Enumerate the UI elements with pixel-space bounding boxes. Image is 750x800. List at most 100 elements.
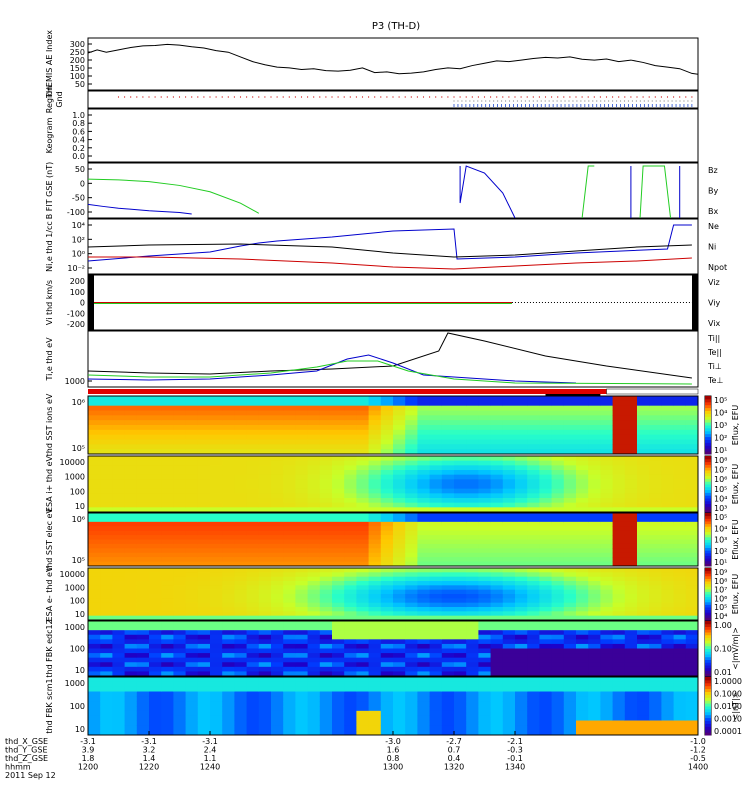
region-dot-a [422, 96, 425, 98]
spectrogram-cell [295, 730, 309, 736]
spectrogram-cell [258, 576, 272, 582]
spectrogram-cell [466, 539, 479, 545]
spectrogram-cell [149, 662, 162, 668]
spectrogram-cell [271, 648, 284, 654]
spectrogram-cell [112, 535, 126, 540]
spectrogram-cell [112, 589, 126, 595]
spectrogram-cell [344, 396, 357, 402]
spectrogram-cell [612, 598, 626, 604]
spectrogram-cell [112, 701, 126, 707]
spectrogram-cell [576, 561, 589, 567]
spectrogram-cell [527, 657, 540, 663]
spectrogram-cell [454, 710, 467, 717]
spectrogram-cell [100, 621, 113, 627]
spectrogram-cell [563, 479, 577, 485]
spectrogram-cell [124, 420, 138, 426]
colorbar-cell-fbk_scm1-11 [705, 700, 711, 704]
spectrogram-cell [222, 607, 235, 612]
spectrogram-cell [576, 630, 589, 636]
spectrogram-cell [429, 611, 443, 617]
spectrogram-cell [588, 671, 601, 677]
spectrogram-cell [112, 607, 126, 612]
spectrogram-cell [551, 530, 565, 536]
spectrogram-cell [539, 696, 553, 702]
region-dot-a [520, 96, 522, 98]
spectrogram-cell [222, 517, 235, 523]
spectrogram-cell [649, 543, 662, 549]
spectrogram-cell [637, 460, 650, 466]
spectrogram-cell [136, 662, 150, 668]
spectrogram-cell [551, 621, 565, 627]
spectrogram-cell [161, 572, 174, 578]
spectrogram-cell [588, 425, 601, 431]
spectrogram-cell [332, 530, 345, 536]
spectrogram-cell [612, 715, 626, 721]
spectrogram-cell [380, 715, 394, 721]
spectrogram-cell [417, 625, 431, 631]
spectrogram-cell [624, 530, 638, 536]
spectrogram-cell [100, 429, 113, 436]
spectrogram-cell [405, 677, 418, 683]
spectrogram-cell [637, 425, 650, 431]
spectrogram-cell [161, 643, 174, 649]
spectrogram-cell [502, 517, 516, 523]
spectrogram-cell [319, 666, 333, 672]
spectrogram-cell [661, 548, 675, 554]
spectrogram-cell [539, 400, 553, 407]
spectrogram-cell [283, 410, 296, 416]
spectrogram-cell [417, 474, 431, 480]
spectrogram-cell [283, 653, 296, 659]
spectrogram-cell [149, 710, 162, 717]
spectrogram-cell [685, 526, 699, 532]
spectrogram-cell [563, 502, 577, 508]
spectrogram-cell [563, 444, 577, 450]
spectrogram-cell [649, 449, 662, 455]
spectrogram-cell [161, 429, 174, 436]
spectrogram-cell [624, 572, 638, 578]
spectrogram-cell [246, 585, 260, 591]
region-dot-a [343, 96, 345, 98]
spectrogram-cell [319, 465, 333, 471]
spectrogram-cell [600, 479, 614, 485]
spectrogram-cell [490, 444, 504, 450]
spectrogram-cell [612, 539, 626, 545]
spectrogram-cell [441, 557, 455, 563]
spectrogram-cell [246, 420, 260, 426]
spectrogram-cell [551, 730, 565, 736]
spectrogram-cell [210, 439, 223, 445]
spectrogram-cell [478, 589, 492, 595]
spectrogram-cell [185, 576, 199, 582]
spectrogram-cell [258, 521, 272, 527]
spectrogram-cell [100, 686, 113, 692]
spectrogram-cell [149, 405, 162, 411]
spectrogram-cell [502, 607, 516, 612]
spectrogram-cell [454, 460, 467, 466]
spectrogram-cell [588, 460, 601, 466]
spectrogram-cell [551, 507, 565, 513]
spectrogram-cell [393, 725, 406, 731]
spectrogram-cell [429, 405, 443, 411]
spectrogram-cell [307, 581, 321, 586]
spectrogram-cell [380, 621, 394, 627]
spectrogram-cell [368, 535, 382, 540]
spectrogram-cell [588, 657, 601, 663]
spectrogram-cell [417, 548, 431, 554]
spectrogram-cell [478, 666, 492, 672]
spectrogram-cell [307, 498, 321, 504]
spectrogram-cell [246, 474, 260, 480]
spectrogram-cell [490, 429, 504, 436]
spectrogram-cell [283, 493, 296, 499]
spectrogram-cell [100, 691, 113, 697]
spectrogram-cell [173, 643, 187, 649]
aux-row-value-3-6: 1400 [688, 763, 708, 772]
colorbar-cell-sst_ions-18 [705, 398, 711, 403]
spectrogram-cell [295, 581, 309, 586]
spectrogram-cell [112, 725, 126, 731]
spectrogram-cell [380, 696, 394, 702]
spectrogram-cell [246, 671, 260, 677]
spectrogram-cell [624, 535, 638, 540]
spectrogram-cell [332, 474, 345, 480]
spectrogram-cell [210, 530, 223, 536]
spectrogram-cell [380, 425, 394, 431]
spectrogram-cell [173, 420, 187, 426]
